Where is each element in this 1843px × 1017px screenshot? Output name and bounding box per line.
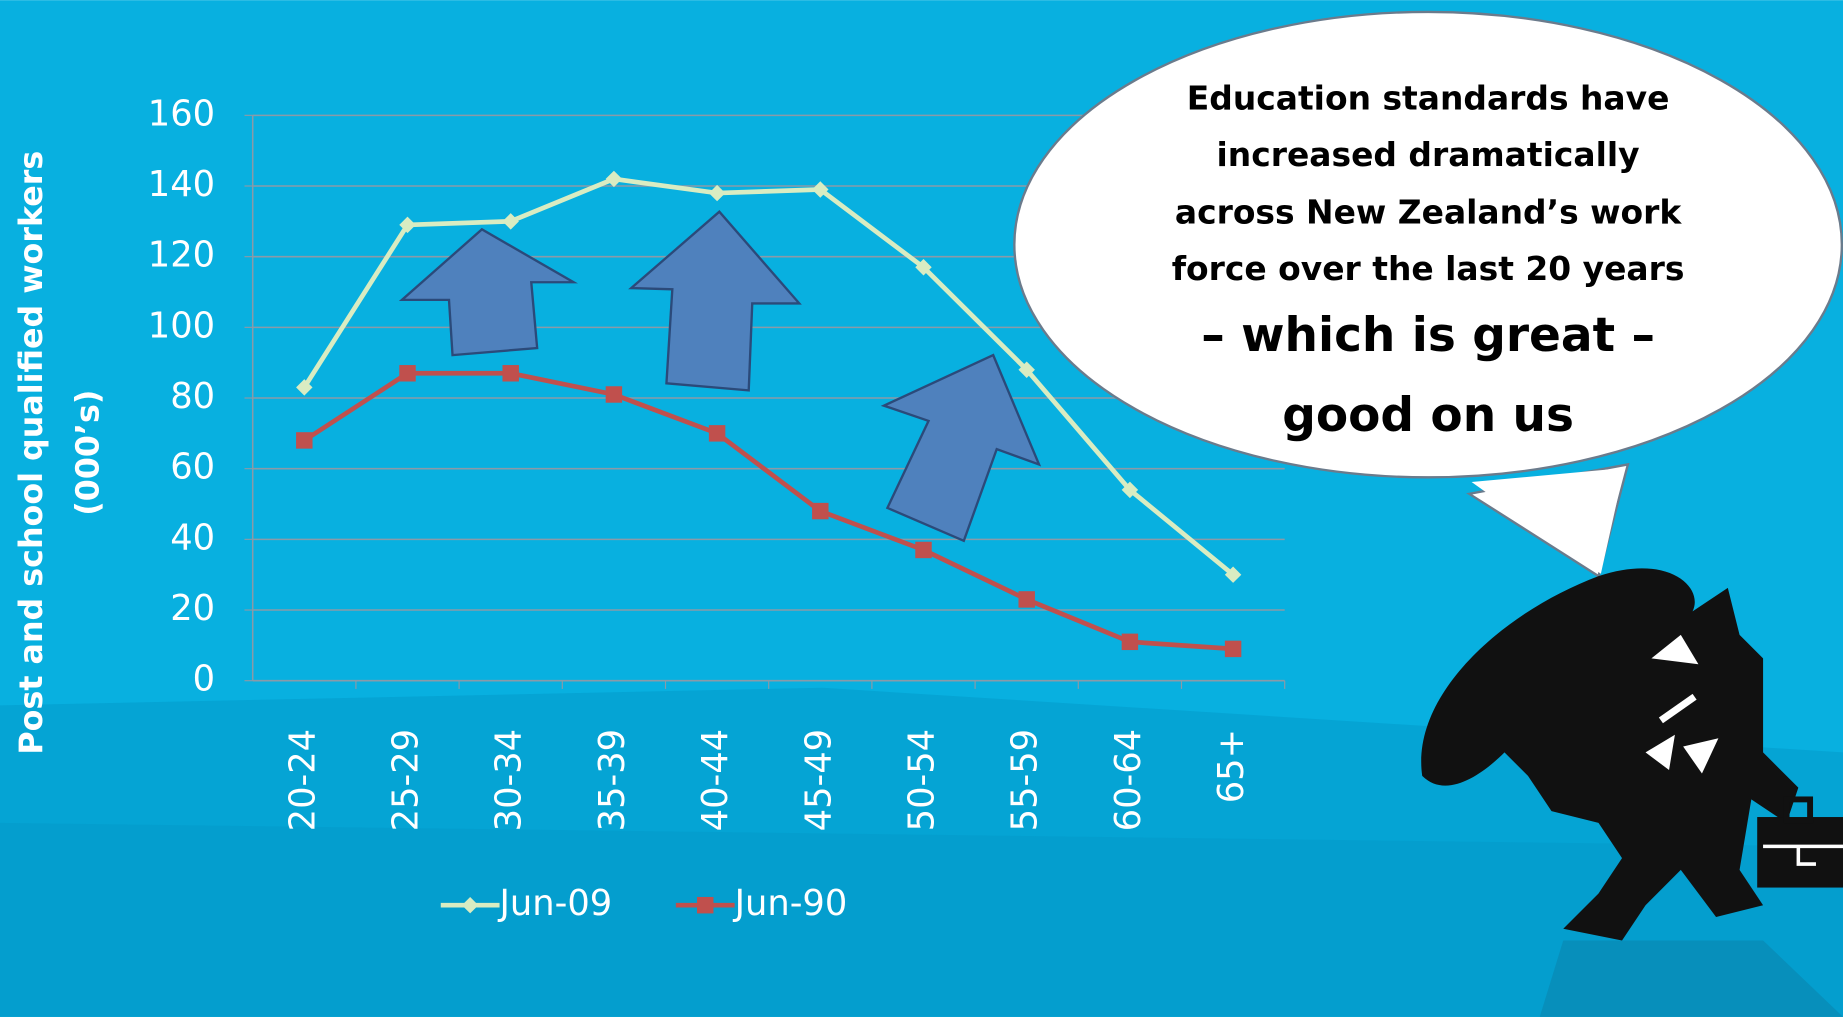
series-line	[303, 370, 1234, 652]
y-axis-label: Post and school qualified workers	[14, 151, 50, 755]
callout-line: – which is great –	[1201, 308, 1655, 363]
speech-bubble	[1013, 10, 1843, 578]
bubble	[1013, 10, 1843, 479]
marker	[1224, 640, 1242, 658]
x-tick-label: 45-49	[798, 729, 839, 831]
marker	[812, 502, 829, 520]
callout-line: Education standards have	[1187, 79, 1670, 118]
callout-line: increased dramatically	[1217, 135, 1640, 174]
y-tick-label: 140	[148, 164, 215, 205]
legend-marker	[461, 896, 479, 914]
x-tick-label: 35-39	[592, 729, 633, 831]
marker	[915, 541, 932, 559]
background-band	[0, 822, 1843, 1017]
legend-marker	[697, 896, 714, 914]
x-tick-label: 20-24	[282, 729, 323, 831]
y-tick-label: 120	[148, 235, 215, 276]
x-tick-label: 40-44	[695, 729, 736, 831]
plot: Post and school qualified workers (000’s)…	[14, 93, 1286, 924]
marker	[296, 432, 313, 449]
y-tick-label: 20	[170, 588, 215, 629]
y-tick-label: 80	[170, 376, 215, 417]
marker	[399, 365, 416, 382]
marker	[296, 379, 313, 396]
marker	[708, 425, 726, 442]
figure-reflection	[1539, 940, 1843, 1017]
x-tick-label: 55-59	[1005, 729, 1046, 831]
callout-line: good on us	[1282, 388, 1574, 443]
marker	[915, 259, 932, 276]
series-line	[302, 176, 1235, 577]
y-tick-label: 100	[148, 305, 215, 346]
arrow	[880, 353, 1042, 543]
briefcase-detail	[1763, 844, 1843, 866]
x-tick-label: 50-54	[901, 729, 942, 831]
x-tick-label: 30-34	[489, 729, 530, 831]
y-tick-label: 40	[170, 517, 215, 558]
x-tick-label: 25-29	[386, 729, 427, 831]
arrow	[398, 227, 578, 357]
legend-label: Jun-90	[733, 883, 848, 924]
callout-line: across New Zealand’s work	[1175, 193, 1683, 232]
y-axis-label: (000’s)	[70, 390, 106, 516]
callout-text: Education standards have increased dramat…	[1172, 79, 1685, 444]
arrows	[398, 210, 1042, 543]
x-tick-label: 65+	[1211, 729, 1252, 803]
marker	[812, 181, 829, 198]
arrow	[628, 210, 802, 392]
cartoon-figure	[1421, 568, 1843, 1017]
x-tick-label: 60-64	[1108, 729, 1149, 831]
marker	[605, 170, 623, 188]
y-tick-label: 60	[170, 447, 215, 488]
marker	[605, 386, 623, 403]
briefcase-handle	[1783, 796, 1814, 824]
marker	[1018, 591, 1035, 608]
y-tick-label: 0	[193, 659, 215, 700]
marker	[1018, 361, 1035, 378]
callout-line: force over the last 20 years	[1172, 249, 1685, 288]
marker	[399, 216, 416, 234]
bubble-tail-fill	[1471, 467, 1625, 574]
marker	[502, 365, 519, 382]
legend-label: Jun-09	[498, 883, 613, 924]
y-tick-label: 160	[148, 93, 215, 134]
marker	[1121, 633, 1139, 651]
figure-mouth	[1658, 693, 1697, 724]
figure-body	[1421, 568, 1799, 941]
